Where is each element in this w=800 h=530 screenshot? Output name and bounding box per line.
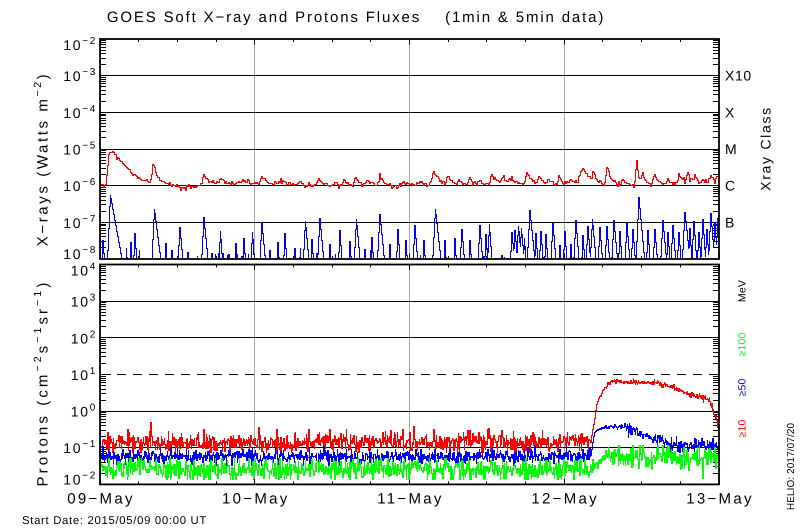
- svg-text:MeV: MeV: [737, 280, 749, 302]
- svg-text:12−May: 12−May: [531, 491, 599, 508]
- svg-text:100: 100: [71, 403, 97, 420]
- svg-text:09−May: 09−May: [67, 491, 135, 508]
- svg-text:GOES Soft X−ray and Protons Fl: GOES Soft X−ray and Protons Fluxes (1min…: [107, 9, 605, 26]
- svg-text:104: 104: [71, 262, 97, 279]
- svg-text:X10: X10: [725, 68, 752, 84]
- svg-text:B: B: [725, 214, 735, 230]
- svg-text:HELIO: 2017/07/20: HELIO: 2017/07/20: [786, 423, 797, 511]
- svg-text:C: C: [725, 178, 736, 194]
- svg-text:X: X: [725, 104, 735, 120]
- svg-text:10−May: 10−May: [222, 491, 290, 508]
- svg-text:Xray Class: Xray Class: [758, 106, 774, 191]
- svg-text:M: M: [725, 141, 737, 157]
- svg-text:103: 103: [71, 293, 97, 310]
- svg-text:Start Date: 2015/05/09 00:00 U: Start Date: 2015/05/09 00:00 UT: [22, 515, 207, 527]
- svg-text:≥100: ≥100: [737, 332, 749, 356]
- svg-text:13−May: 13−May: [686, 491, 754, 508]
- svg-text:102: 102: [71, 329, 97, 346]
- svg-text:101: 101: [71, 366, 97, 383]
- svg-text:Protons (cm−2s−1sr−1): Protons (cm−2s−1sr−1): [32, 280, 52, 487]
- svg-text:≥50: ≥50: [737, 378, 749, 396]
- svg-text:X−rays (Watts m−2): X−rays (Watts m−2): [32, 72, 52, 247]
- svg-text:11−May: 11−May: [377, 491, 443, 508]
- svg-text:≥10: ≥10: [737, 419, 749, 437]
